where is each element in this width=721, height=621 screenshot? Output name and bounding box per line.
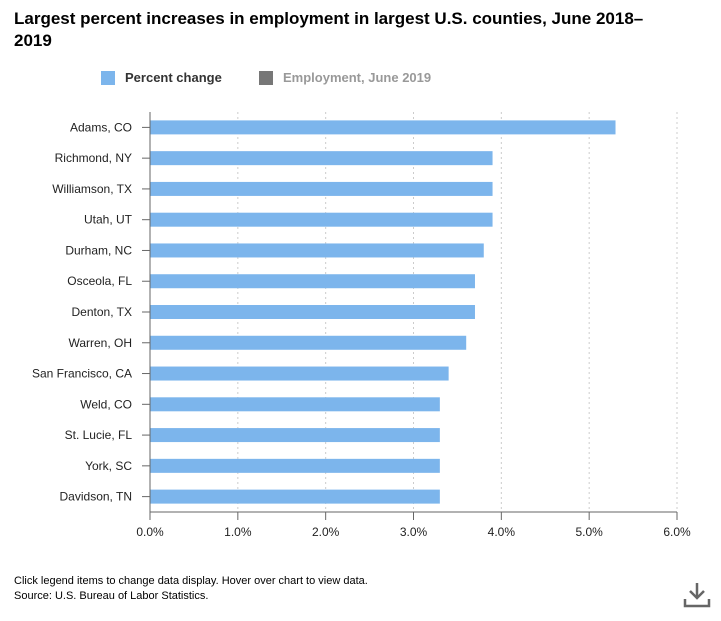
bar[interactable] [150, 428, 440, 443]
bar[interactable] [150, 458, 440, 473]
x-tick-label: 6.0% [663, 525, 691, 539]
bar[interactable] [150, 305, 475, 319]
footer-note: Click legend items to change data displa… [14, 575, 368, 587]
category-label: Osceola, FL [67, 274, 132, 288]
category-label: Utah, UT [84, 213, 133, 227]
category-label: St. Lucie, FL [65, 428, 133, 442]
category-label: Davidson, TN [60, 490, 132, 504]
bar[interactable] [150, 366, 449, 381]
bar[interactable] [150, 335, 467, 350]
category-label: San Francisco, CA [32, 367, 132, 381]
legend-swatch-employment [259, 70, 273, 85]
bar[interactable] [150, 397, 440, 412]
bar[interactable] [150, 151, 493, 166]
legend-item-percent-change[interactable]: Percent change [101, 70, 222, 85]
category-label: Adams, CO [70, 120, 132, 134]
bar-chart[interactable]: Adams, CO Richmond, NY Williamson, TX Utah,… [0, 0, 721, 560]
x-tick-label: 5.0% [575, 525, 603, 539]
category-label: Durham, NC [65, 243, 132, 257]
bar[interactable] [150, 274, 475, 289]
bar[interactable] [150, 243, 484, 258]
x-tick-label: 4.0% [488, 525, 516, 539]
chart-title: Largest percent increases in employment … [14, 9, 644, 50]
legend-swatch-percent-change [101, 70, 115, 85]
bar[interactable] [150, 212, 493, 227]
x-tick-label: 2.0% [312, 525, 340, 539]
category-label: Denton, TX [72, 305, 132, 319]
category-label: York, SC [85, 459, 132, 473]
x-tick-label: 1.0% [224, 525, 252, 539]
category-label: Williamson, TX [52, 182, 132, 196]
category-label: Weld, CO [80, 397, 132, 411]
x-tick-label: 0.0% [136, 525, 164, 539]
download-icon[interactable] [682, 580, 712, 610]
bar[interactable] [150, 489, 440, 504]
legend-label-employment: Employment, June 2019 [283, 70, 432, 85]
bar[interactable] [150, 120, 616, 135]
legend-item-employment[interactable]: Employment, June 2019 [259, 70, 431, 85]
category-label: Warren, OH [68, 336, 132, 350]
footer-source: Source: U.S. Bureau of Labor Statistics. [14, 590, 209, 602]
category-label: Richmond, NY [55, 151, 132, 165]
bar[interactable] [150, 181, 493, 196]
legend-label-percent-change: Percent change [125, 70, 222, 85]
x-tick-label: 3.0% [400, 525, 428, 539]
